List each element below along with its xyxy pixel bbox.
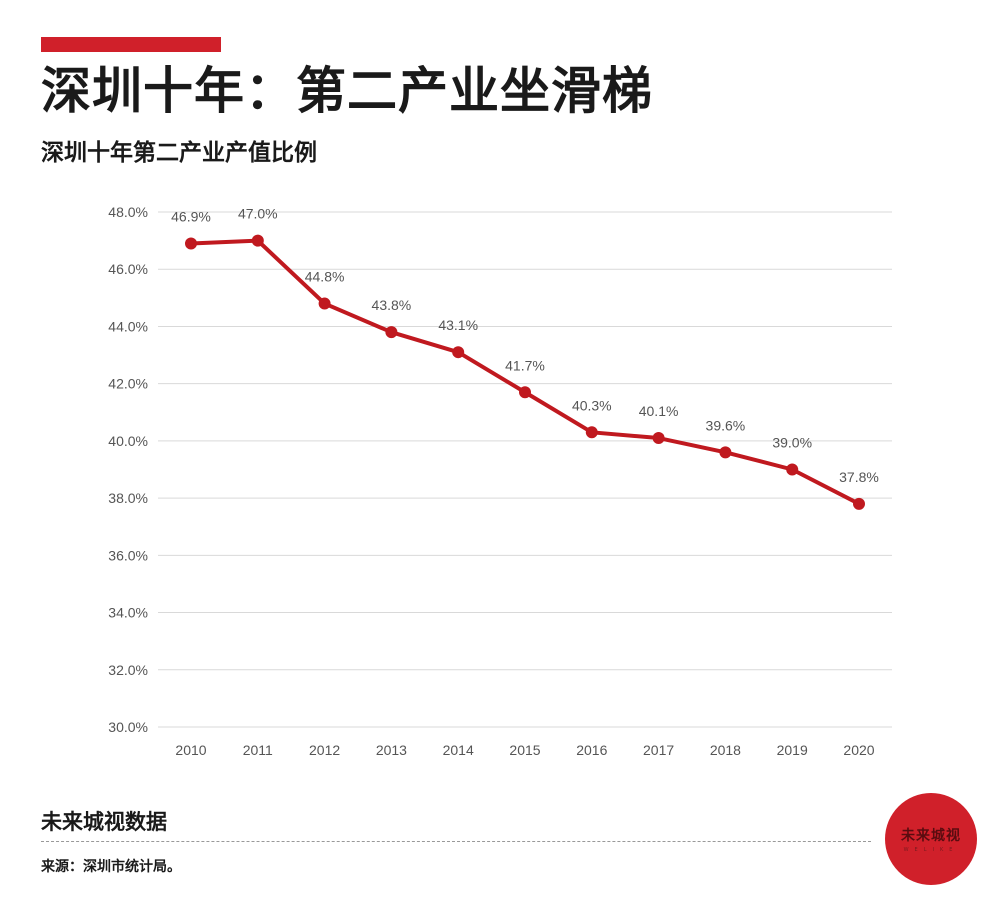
data-point	[719, 446, 732, 459]
data-point	[853, 497, 865, 510]
logo-text: 未来城视	[901, 828, 961, 844]
y-tick-label: 40.0%	[108, 433, 148, 449]
data-point	[318, 297, 331, 310]
x-tick-label: 2019	[777, 742, 808, 758]
y-tick-label: 38.0%	[108, 490, 148, 506]
data-point	[251, 234, 264, 247]
brand-logo: 未来城视 WELIKE	[885, 793, 977, 885]
x-tick-label: 2017	[643, 742, 674, 758]
data-label: 37.8%	[839, 469, 879, 485]
data-label: 40.3%	[572, 397, 612, 413]
y-tick-label: 48.0%	[108, 204, 148, 220]
data-label: 44.8%	[305, 269, 345, 285]
data-point	[519, 386, 531, 399]
x-tick-label: 2014	[443, 742, 474, 758]
footer-divider	[41, 841, 871, 842]
x-tick-label: 2016	[576, 742, 607, 758]
data-point	[385, 326, 398, 339]
accent-bar	[41, 37, 221, 52]
data-point	[185, 237, 197, 250]
data-label: 41.7%	[505, 357, 545, 373]
x-tick-label: 2013	[376, 742, 407, 758]
x-axis-ticks: 2010 2011 2012 2013 2014 2015 2016 2017 2018 2019…	[175, 742, 874, 758]
source-note: 来源：深圳市统计局。	[41, 859, 181, 875]
page-title: 深圳十年：第二产业坐滑梯	[41, 62, 653, 120]
data-point	[786, 463, 799, 476]
chart-grid	[158, 211, 892, 728]
data-series: 46.9% 47.0% 44.8% 43.8% 43.1% 41.7% 40.3% 40.1%…	[171, 206, 879, 510]
chart-subtitle: 深圳十年第二产业产值比例	[41, 140, 317, 166]
y-tick-label: 46.0%	[108, 261, 148, 277]
data-point	[585, 426, 598, 439]
y-tick-label: 42.0%	[108, 376, 148, 392]
y-axis-ticks: 30.0% 32.0% 34.0% 36.0% 38.0% 40.0% 42.0% 44.0%…	[108, 204, 148, 735]
x-tick-label: 2012	[309, 742, 340, 758]
y-tick-label: 32.0%	[108, 662, 148, 678]
data-label: 47.0%	[238, 206, 278, 222]
data-point	[652, 432, 665, 445]
line-chart: 30.0% 32.0% 34.0% 36.0% 38.0% 40.0% 42.0% 44.0%…	[108, 204, 892, 758]
data-label: 43.1%	[438, 317, 478, 333]
y-tick-label: 30.0%	[108, 719, 148, 735]
y-tick-label: 36.0%	[108, 547, 148, 563]
data-label: 40.1%	[639, 403, 679, 419]
x-tick-label: 2020	[843, 742, 874, 758]
y-tick-label: 44.0%	[108, 318, 148, 334]
data-label: 39.0%	[772, 435, 812, 451]
x-tick-label: 2015	[509, 742, 540, 758]
data-point	[452, 346, 465, 359]
logo-subtext: WELIKE	[903, 847, 959, 853]
x-tick-label: 2010	[175, 742, 206, 758]
data-label: 43.8%	[372, 297, 412, 313]
y-tick-label: 34.0%	[108, 605, 148, 621]
footer-brand: 未来城视数据	[41, 810, 167, 834]
x-tick-label: 2011	[243, 742, 273, 758]
data-label: 46.9%	[171, 208, 211, 224]
data-label: 39.6%	[706, 417, 746, 433]
x-tick-label: 2018	[710, 742, 741, 758]
